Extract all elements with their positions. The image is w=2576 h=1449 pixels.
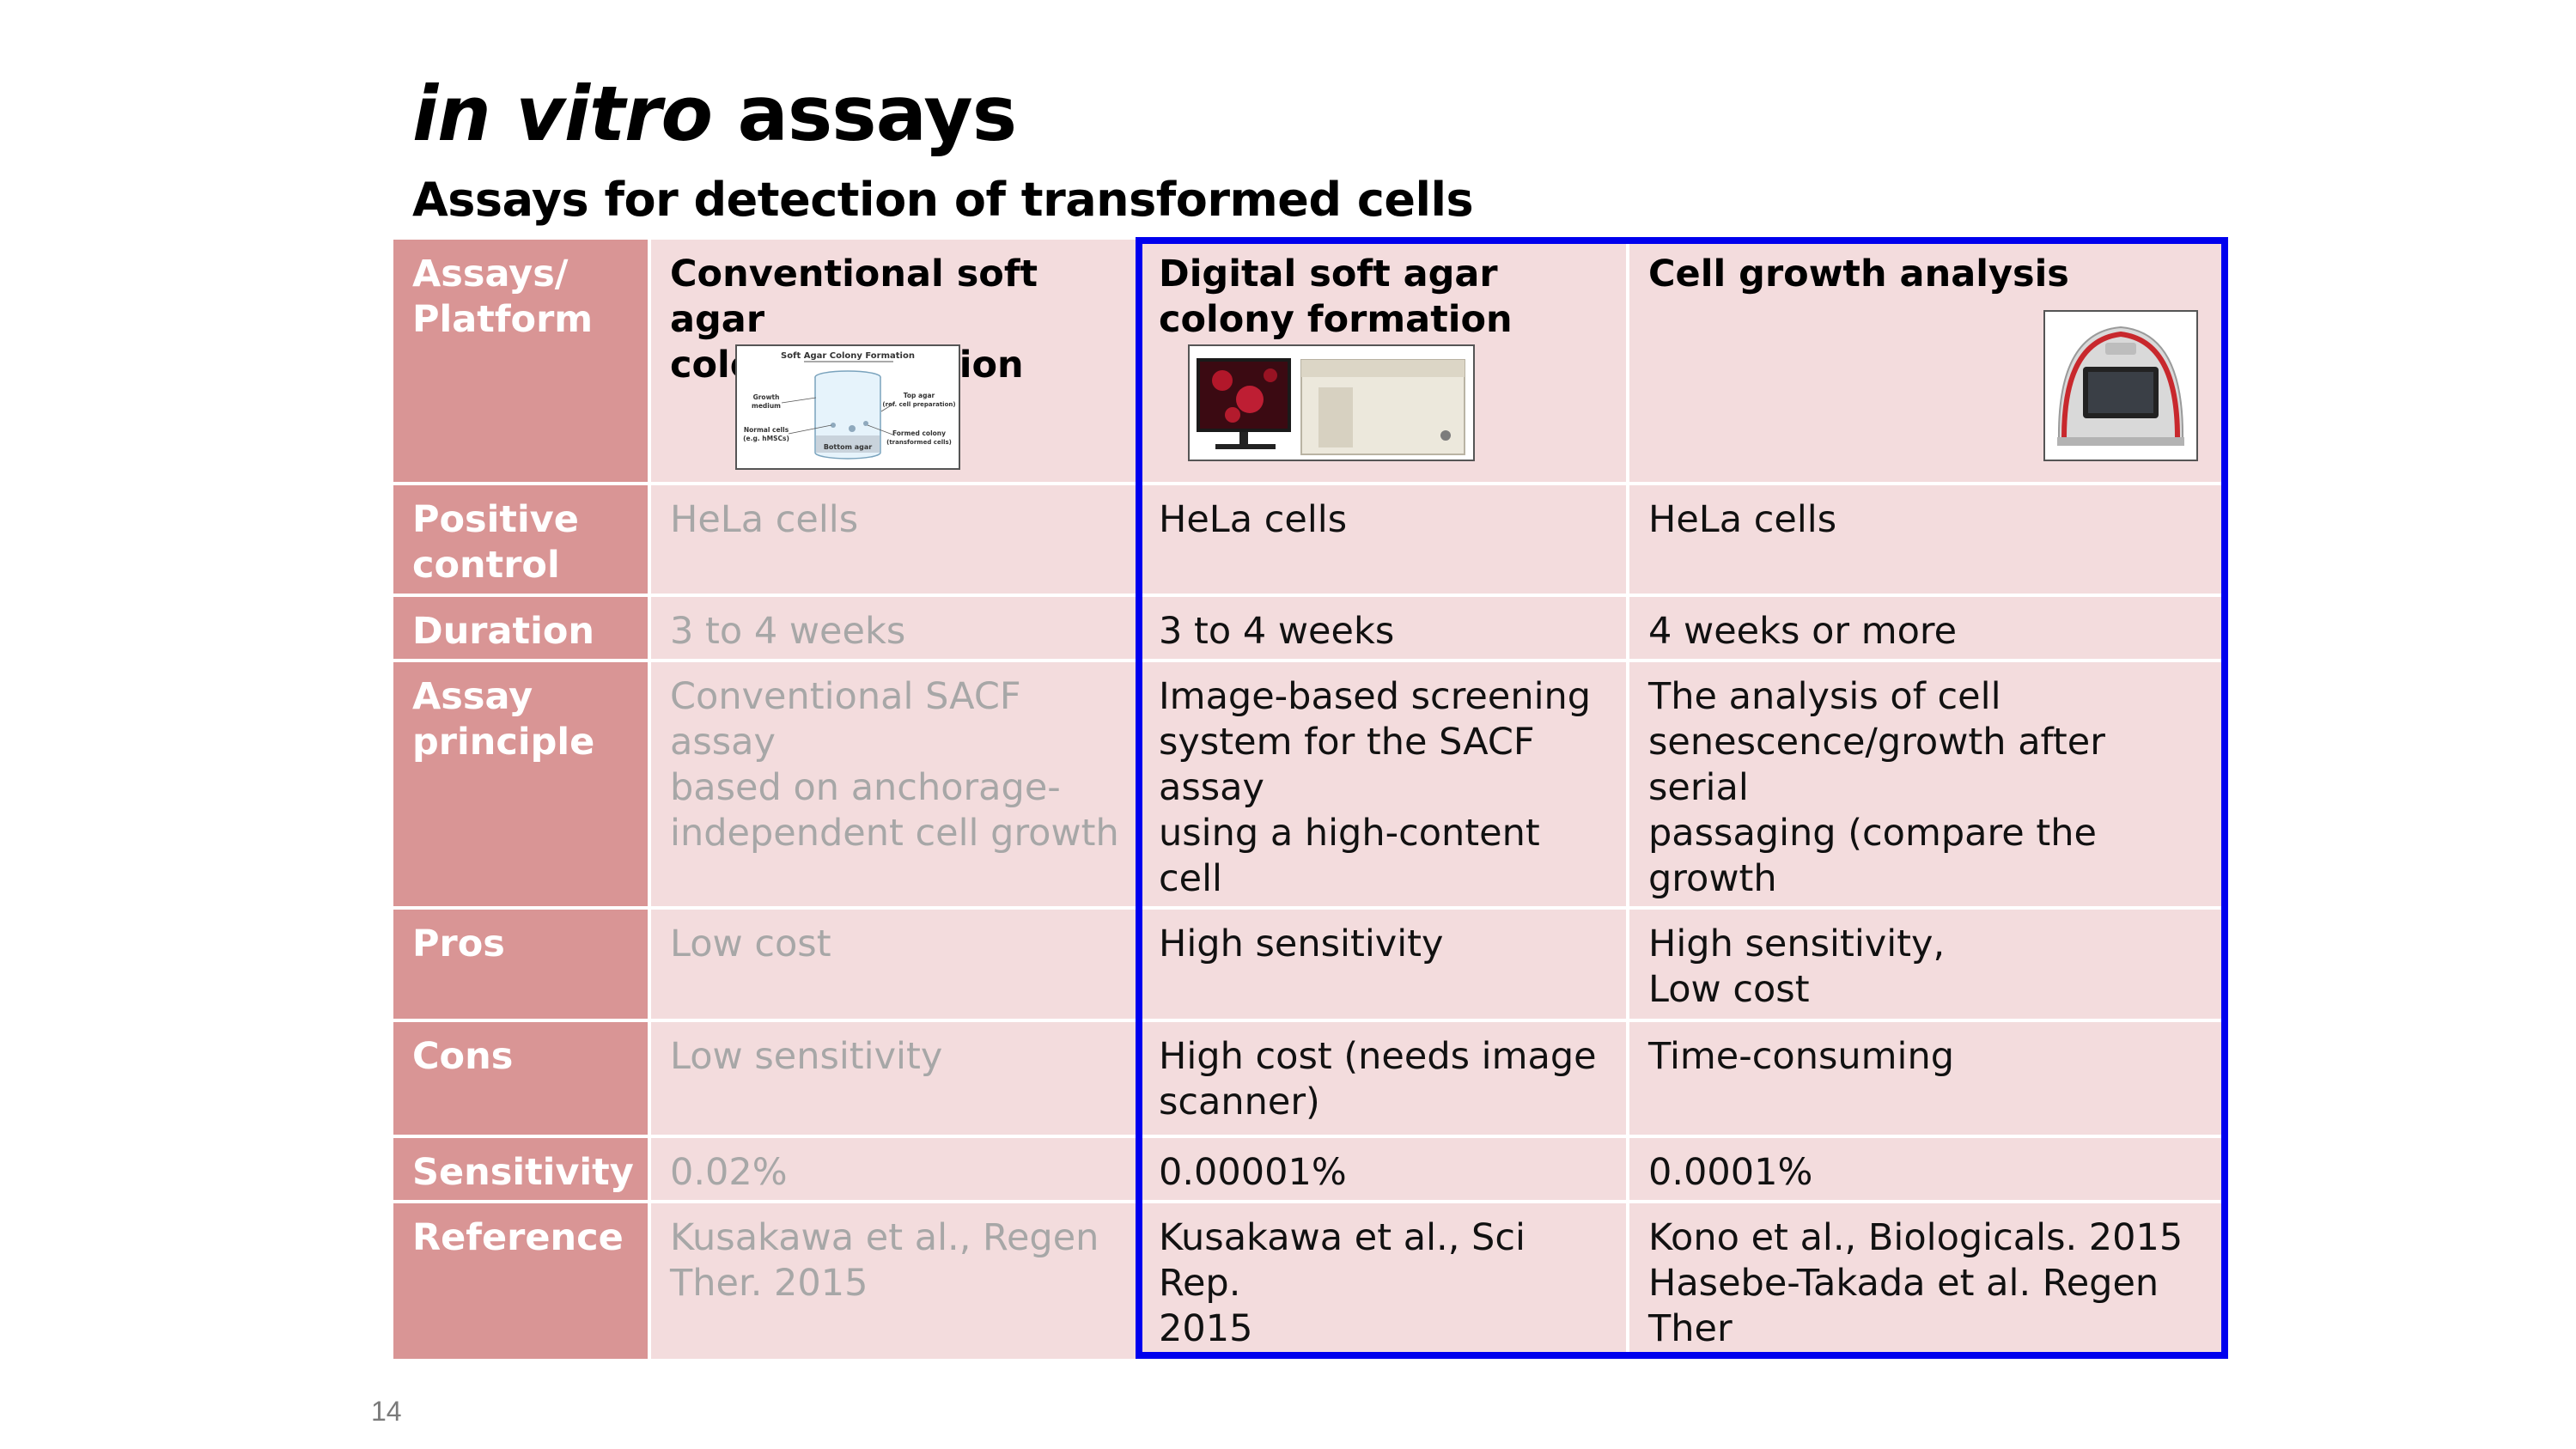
imaging-workstation-icon (1197, 358, 1465, 455)
svg-text:Bottom agar: Bottom agar (824, 443, 872, 451)
svg-text:Soft Agar Colony Formation: Soft Agar Colony Formation (781, 351, 915, 361)
digital-cell: High sensitivity (1140, 910, 1626, 1019)
svg-text:Normal cells: Normal cells (744, 426, 789, 434)
svg-text:(transformed cells): (transformed cells) (886, 439, 952, 446)
row-label: Pros (393, 910, 648, 1019)
conventional-cell: Conventional SACF assay based on anchorag… (651, 662, 1136, 906)
digital-cell: High cost (needs image scanner) (1140, 1022, 1626, 1135)
row-label: Assay principle (393, 662, 648, 906)
svg-text:Growth: Growth (753, 393, 780, 401)
row-label: Positive control (393, 485, 648, 594)
growth-cell: Kono et al., Biologicals. 2015 Hasebe-Tak… (1629, 1203, 2228, 1359)
conventional-cell: 3 to 4 weeks (651, 597, 1136, 659)
slide-subtitle: Assays for detection of transformed cell… (412, 173, 1474, 227)
growth-cell: 4 weeks or more (1629, 597, 2228, 659)
digital-cell: 0.00001% (1140, 1138, 1626, 1200)
row-label: Duration (393, 597, 648, 659)
slide-title: in vitro assays (412, 70, 1017, 158)
svg-text:medium: medium (752, 402, 781, 410)
soft-agar-diagram-icon: Soft Agar Colony Formation Bottom agar G… (743, 351, 956, 460)
page-number: 14 (371, 1396, 402, 1427)
svg-text:(e.g. hMSCs): (e.g. hMSCs) (743, 435, 789, 442)
conventional-cell: 0.02% (651, 1138, 1136, 1200)
digital-cell: HeLa cells (1140, 485, 1626, 594)
digital-cell: 3 to 4 weeks (1140, 597, 1626, 659)
growth-cell: Time-consuming (1629, 1022, 2228, 1135)
digital-cell: Kusakawa et al., Sci Rep. 2015 (1140, 1203, 1626, 1359)
comparison-table: Assays/ Platform Conventional soft agar … (393, 240, 2228, 1359)
soft-agar-diagram: Soft Agar Colony Formation Bottom agar G… (735, 344, 960, 470)
header-conventional: Conventional soft agar colony formation … (651, 240, 1136, 482)
svg-text:(ref. cell preparation): (ref. cell preparation) (882, 401, 955, 408)
cell-analyzer-device-icon (2057, 326, 2184, 446)
header-digital: Digital soft agar colony formation (1140, 240, 1626, 482)
growth-cell: High sensitivity, Low cost (1629, 910, 2228, 1019)
header-cell-growth: Cell growth analysis (1629, 240, 2228, 482)
conventional-cell: Low sensitivity (651, 1022, 1136, 1135)
conventional-cell: HeLa cells (651, 485, 1136, 594)
row-label: Reference (393, 1203, 648, 1359)
cell-analyzer-device-picture (2043, 310, 2198, 461)
row-label: Sensitivity (393, 1138, 648, 1200)
growth-cell: The analysis of cell senescence/growth af… (1629, 662, 2228, 906)
header-label-cell: Assays/ Platform (393, 240, 648, 482)
digital-cell: Image-based screening system for the SACF… (1140, 662, 1626, 906)
imaging-workstation-picture (1188, 344, 1475, 461)
growth-cell: 0.0001% (1629, 1138, 2228, 1200)
conventional-cell: Kusakawa et al., Regen Ther. 2015 (651, 1203, 1136, 1359)
growth-cell: HeLa cells (1629, 485, 2228, 594)
svg-text:Formed colony: Formed colony (892, 429, 946, 437)
svg-text:Top agar: Top agar (904, 392, 935, 399)
row-label: Cons (393, 1022, 648, 1135)
conventional-cell: Low cost (651, 910, 1136, 1019)
